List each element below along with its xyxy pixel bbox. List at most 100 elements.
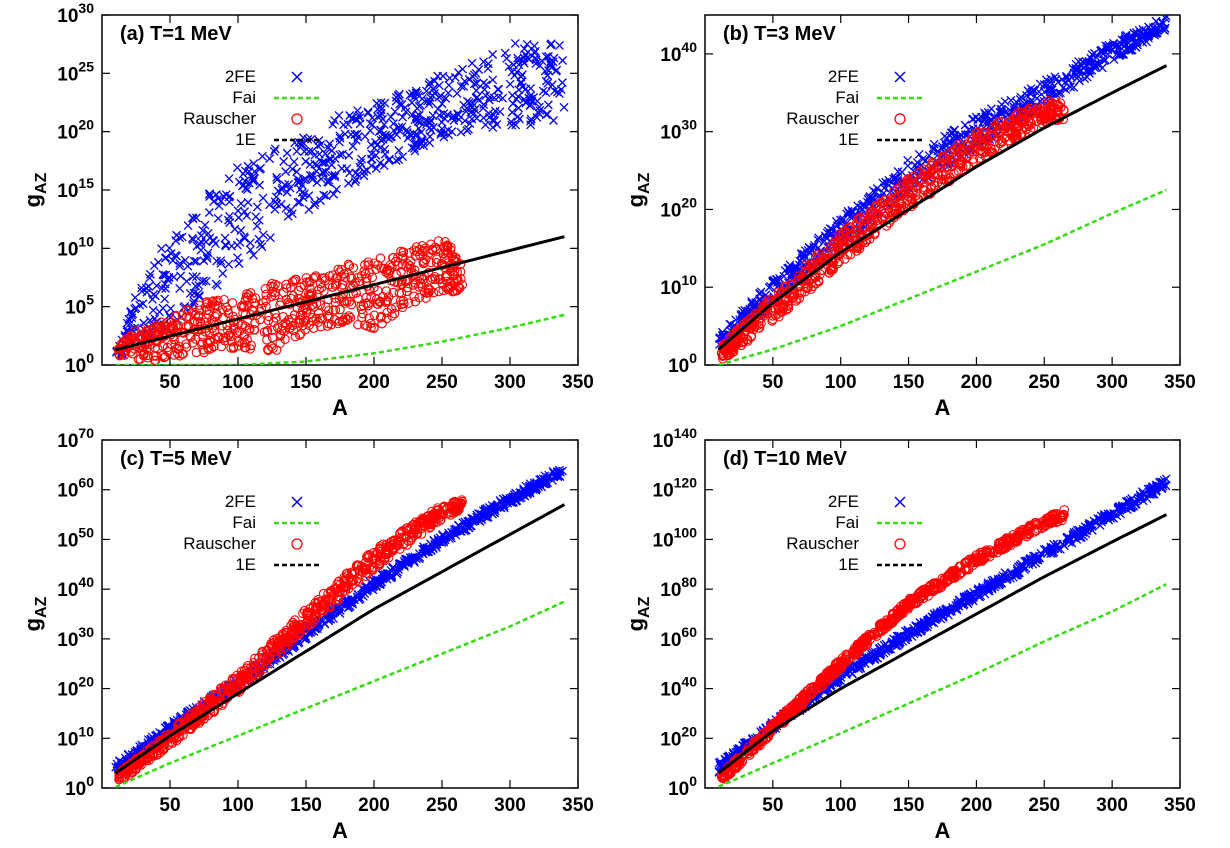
data-point-rauscher [907, 194, 917, 205]
data-point-2fe [883, 644, 893, 654]
data-point-2fe [127, 313, 137, 323]
data-point-rauscher [402, 526, 412, 536]
data-point-2fe [191, 281, 201, 291]
data-point-2fe [307, 146, 317, 156]
data-point-2fe [440, 128, 449, 138]
data-point-rauscher [295, 330, 305, 340]
data-point-2fe [530, 46, 540, 56]
data-point-2fe [252, 221, 262, 231]
data-point-rauscher [307, 613, 317, 624]
data-point-rauscher [369, 553, 379, 564]
data-point-rauscher [347, 569, 358, 580]
data-point-2fe [959, 592, 969, 602]
data-point-2fe [903, 155, 913, 165]
data-point-2fe [243, 197, 253, 207]
data-point-2fe [395, 126, 405, 136]
data-point-2fe [244, 166, 254, 176]
data-point-2fe [209, 197, 219, 207]
data-point-rauscher [288, 291, 299, 301]
data-point-rauscher [242, 289, 252, 299]
legend-label: 2FE [828, 67, 859, 86]
data-point-2fe [376, 111, 385, 121]
series-line-1e [114, 503, 566, 775]
data-point-2fe [145, 269, 155, 279]
data-point-rauscher [728, 346, 739, 357]
y-tick-exponent: 0 [689, 350, 697, 366]
data-point-2fe [1112, 49, 1122, 59]
y-tick-label: 1030 [660, 117, 697, 144]
data-point-2fe [1072, 70, 1082, 80]
x-tick-label: 250 [1028, 372, 1060, 393]
data-point-2fe [940, 131, 950, 141]
data-point-rauscher [237, 300, 247, 311]
data-point-rauscher [218, 333, 229, 343]
data-point-2fe [249, 250, 258, 260]
data-point-rauscher [833, 235, 843, 245]
data-point-2fe [216, 256, 226, 266]
data-point-rauscher [191, 347, 202, 358]
legend-label: 1E [838, 130, 859, 149]
data-point-rauscher [398, 247, 409, 258]
data-point-rauscher [381, 267, 391, 278]
x-tick-label: 350 [562, 795, 594, 816]
data-point-rauscher [210, 311, 220, 322]
data-point-2fe [371, 164, 381, 173]
data-point-2fe [328, 119, 338, 129]
data-point-rauscher [972, 127, 983, 137]
data-point-rauscher [333, 594, 343, 605]
data-point-rauscher [1053, 101, 1064, 112]
data-point-rauscher [287, 276, 298, 287]
data-point-rauscher [838, 230, 849, 241]
y-axis-label-sub: AZ [636, 172, 653, 194]
data-point-2fe [332, 184, 341, 194]
data-point-2fe [469, 79, 479, 89]
data-point-2fe [956, 130, 966, 140]
data-point-2fe [804, 242, 814, 252]
data-point-2fe [775, 273, 784, 283]
data-point-2fe [347, 113, 357, 123]
data-point-2fe [276, 199, 286, 209]
data-point-rauscher [242, 334, 252, 345]
data-point-rauscher [1011, 110, 1021, 120]
data-point-2fe [831, 216, 841, 226]
data-point-2fe [1058, 83, 1068, 93]
data-point-rauscher [456, 498, 467, 508]
data-point-rauscher [1012, 121, 1023, 131]
data-point-2fe [394, 155, 404, 165]
data-point-2fe [189, 299, 198, 308]
data-point-2fe [391, 92, 401, 102]
data-point-rauscher [342, 568, 353, 578]
data-point-2fe [196, 231, 206, 241]
plot-area [112, 38, 569, 365]
data-point-rauscher [840, 226, 850, 236]
data-point-2fe [541, 88, 551, 98]
plot-area [111, 465, 567, 788]
data-point-2fe [507, 107, 517, 117]
data-point-2fe [385, 132, 395, 142]
data-point-rauscher [372, 285, 383, 296]
data-point-rauscher [302, 610, 312, 621]
data-point-rauscher [718, 341, 729, 352]
data-point-rauscher [227, 298, 238, 308]
y-tick-label: 1020 [660, 194, 697, 221]
data-point-rauscher [908, 186, 919, 196]
y-tick-exponent: 70 [78, 425, 94, 441]
data-point-rauscher [968, 154, 979, 164]
data-point-rauscher [223, 305, 233, 315]
x-tick-label: 50 [159, 795, 180, 816]
data-point-2fe [479, 100, 489, 109]
data-point-2fe [202, 253, 212, 263]
x-tick-label: 250 [426, 795, 458, 816]
data-point-2fe [307, 175, 317, 185]
data-point-2fe [1043, 80, 1053, 90]
data-point-2fe [297, 188, 307, 197]
data-point-rauscher [345, 312, 356, 323]
chart-panel-2: 50 100 150 200 250 300 3501001010102010301040A… [623, 14, 1196, 420]
data-point-2fe [747, 296, 757, 306]
data-point-rauscher [411, 529, 422, 539]
data-point-2fe [183, 221, 193, 231]
data-point-2fe [412, 129, 422, 139]
x-tick-label: 150 [893, 372, 925, 393]
data-point-2fe [1144, 30, 1154, 40]
